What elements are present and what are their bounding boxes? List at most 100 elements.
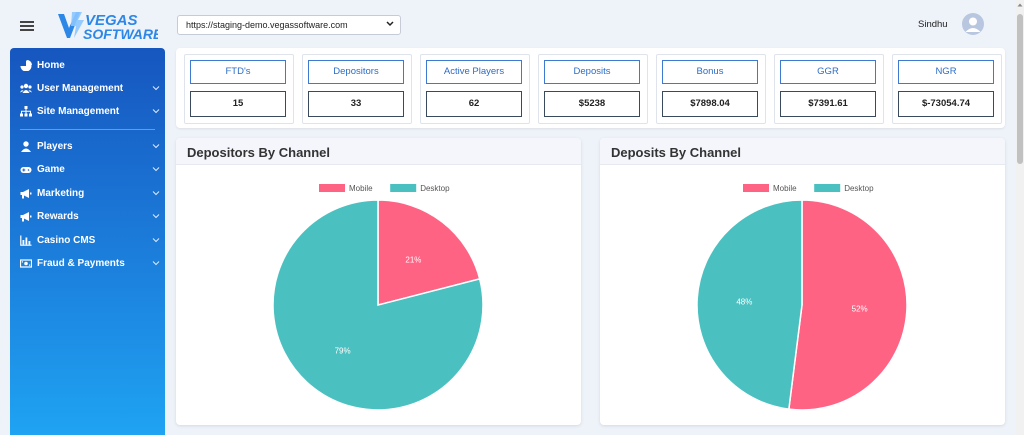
sidebar-item-user-management[interactable]: User Management [20,81,160,97]
scrollbar-thumb[interactable] [1017,14,1023,164]
legend-label: Mobile [349,184,373,193]
kpi-value: $-73054.74 [898,91,994,117]
kpi-card-ggr: GGR $7391.61 [774,54,884,124]
avatar-icon[interactable] [962,13,984,35]
legend-item-mobile[interactable]: Mobile [743,184,797,193]
kpi-value: 62 [426,91,522,117]
chevron-down-icon [152,214,160,219]
sidebar-item-casino-cms[interactable]: Casino CMS [20,233,160,249]
kpi-card-ftds: FTD's 15 [184,54,294,124]
slice-label-mobile: 52% [852,305,868,314]
legend-label: Mobile [773,184,797,193]
chevron-down-icon [152,144,160,149]
kpi-strip: FTD's 15 Depositors 33 Active Players 62… [176,48,1005,128]
legend-label: Desktop [420,184,450,193]
logo-text-top: VEGAS [85,12,138,29]
sidebar-item-label: Marketing [37,188,85,199]
site-url-value: https://staging-demo.vegassoftware.com [186,20,348,30]
pie-slice-mobile[interactable] [788,199,908,411]
chevron-down-icon [152,191,160,196]
sidebar-item-label: User Management [37,83,124,94]
kpi-label[interactable]: Deposits [544,60,640,84]
sidebar-item-label: Game [37,164,65,175]
sitemap-icon [20,106,32,117]
deposits-by-channel-card: Deposits By Channel Mobile Desktop 52% 48% [600,138,1005,425]
deposits-pie-chart: Mobile Desktop 52% 48% [696,184,908,411]
legend-swatch [390,184,417,192]
sidebar-item-marketing[interactable]: Marketing [20,186,160,202]
chevron-down-icon [152,238,160,243]
chart-icon [20,235,32,246]
kpi-card-depositors: Depositors 33 [302,54,412,124]
slice-label-mobile: 21% [405,255,421,264]
sidebar-item-label: Fraud & Payments [37,258,125,269]
sidebar-item-game[interactable]: Game [20,162,160,178]
pie-slice-mobile[interactable] [377,199,481,306]
sidebar-item-label: Casino CMS [37,235,96,246]
kpi-value: 33 [308,91,404,117]
kpi-value: $7898.04 [662,91,758,117]
sidebar-item-fraud-payments[interactable]: Fraud & Payments [20,256,160,272]
chart-title: Deposits By Channel [611,145,742,160]
username[interactable]: Sindhu [918,19,948,30]
sidebar-item-rewards[interactable]: Rewards [20,209,160,225]
pie-slice-desktop[interactable] [272,199,484,411]
kpi-label[interactable]: FTD's [190,60,286,84]
legend-swatch [319,184,345,192]
legend-label: Desktop [844,184,874,193]
top-bar: VEGAS SOFTWARE https://staging-demo.vega… [0,0,1016,48]
card-header [176,138,581,165]
chevron-down-icon [152,109,160,114]
depositors-by-channel-card: Depositors By Channel Mobile Desktop 21% 79… [176,138,581,425]
sidebar-item-label: Rewards [37,211,79,222]
chevron-down-icon [152,86,160,91]
kpi-label[interactable]: Active Players [426,60,522,84]
kpi-value: $7391.61 [780,91,876,117]
money-icon [20,259,32,268]
card-header [600,138,1005,165]
vegas-software-logo: VEGAS SOFTWARE [58,12,158,42]
kpi-value: $5238 [544,91,640,117]
kpi-label[interactable]: NGR [898,60,994,84]
chevron-down-icon [386,21,394,27]
menu-toggle-icon[interactable] [20,21,34,31]
sidebar-item-site-management[interactable]: Site Management [20,104,160,120]
sidebar-item-label: Site Management [37,106,120,117]
legend-item-desktop[interactable]: Desktop [814,184,874,193]
user-icon [21,141,31,152]
chevron-down-icon [152,167,160,172]
kpi-label[interactable]: GGR [780,60,876,84]
users-icon [20,83,32,93]
slice-label-desktop: 79% [335,347,351,356]
legend-swatch [743,184,769,192]
legend-item-desktop[interactable]: Desktop [390,184,450,193]
legend-swatch [814,184,841,192]
gamepad-icon [20,167,32,173]
kpi-value: 15 [190,91,286,117]
sidebar-divider [20,129,155,130]
kpi-card-ngr: NGR $-73054.74 [892,54,1002,124]
kpi-card-active-players: Active Players 62 [420,54,530,124]
pie-slice-desktop[interactable] [696,199,803,411]
sidebar: Home User Management Site Management Pla… [10,48,165,435]
sidebar-item-home[interactable]: Home [20,58,160,74]
megaphone-icon [20,212,32,222]
kpi-card-bonus: Bonus $7898.04 [656,54,766,124]
slice-label-desktop: 48% [736,297,752,306]
home-icon [20,60,32,71]
logo-text-bottom: SOFTWARE [83,26,158,42]
scroll-up-icon[interactable] [1017,2,1023,8]
depositors-pie-chart: Mobile Desktop 21% 79% [272,184,484,411]
kpi-label[interactable]: Depositors [308,60,404,84]
kpi-label[interactable]: Bonus [662,60,758,84]
kpi-card-deposits: Deposits $5238 [538,54,648,124]
site-url-select[interactable]: https://staging-demo.vegassoftware.com [177,15,401,35]
sidebar-item-label: Players [37,141,73,152]
page-scrollbar[interactable] [1016,0,1024,435]
legend-item-mobile[interactable]: Mobile [319,184,373,193]
sidebar-item-label: Home [37,60,65,71]
sidebar-item-players[interactable]: Players [20,139,160,155]
chart-title: Depositors By Channel [187,145,331,160]
chevron-down-icon [152,261,160,266]
megaphone-icon [20,189,32,199]
